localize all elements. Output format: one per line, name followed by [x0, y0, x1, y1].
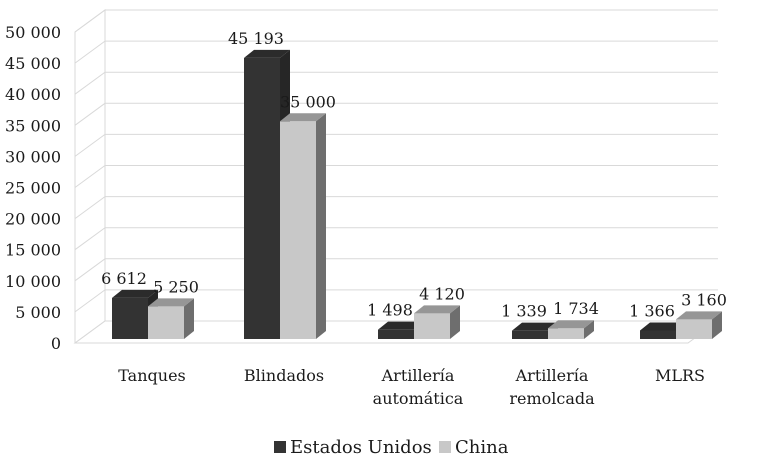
gridline: [74, 289, 718, 313]
gridlines: [74, 9, 718, 344]
gridline: [74, 133, 718, 157]
gridline: [74, 9, 718, 33]
gridline: [74, 102, 718, 126]
y-tick-label: 30 000: [5, 147, 61, 166]
category-label: Tanques: [118, 366, 186, 385]
bar-series2: [414, 305, 460, 339]
bar-front: [244, 57, 280, 340]
bar-front: [280, 121, 316, 339]
bar-top: [414, 305, 460, 314]
legend-label: China: [455, 437, 509, 458]
category-label: remolcada: [509, 389, 595, 408]
bar-side: [584, 320, 594, 339]
bar-top: [548, 320, 594, 329]
y-tick-label: 0: [51, 334, 61, 353]
data-label: 5 250: [153, 277, 199, 296]
gridline: [74, 258, 718, 282]
bar-side: [712, 311, 722, 339]
data-label: 45 193: [228, 29, 284, 48]
data-label: 1 734: [553, 299, 599, 318]
gridline: [74, 40, 718, 64]
data-labels: 6 612 5 250 45 193 35 000 1 498 4 120 1 339 1 7…: [101, 29, 727, 321]
data-label: 6 612: [101, 269, 147, 288]
y-tick-label: 15 000: [5, 241, 61, 260]
bar-top: [676, 311, 722, 320]
gridline: [74, 227, 718, 251]
bar-series2: [676, 311, 722, 339]
x-axis-categories: Tanques Blindados Artillería automática Arti…: [118, 366, 705, 408]
category-label: MLRS: [655, 366, 705, 385]
data-label: 3 160: [681, 290, 727, 309]
bar-top: [640, 322, 686, 331]
legend-swatch: [439, 441, 451, 453]
legend-label: Estados Unidos: [290, 437, 432, 458]
bar-top: [378, 321, 424, 330]
data-label: 4 120: [419, 284, 465, 303]
bar-front: [112, 297, 148, 339]
data-label: 1 366: [629, 302, 675, 321]
bar-top: [512, 322, 558, 331]
bar-front: [512, 330, 548, 339]
bar-side: [450, 305, 460, 339]
bar-top: [244, 49, 290, 58]
gridline: [74, 320, 718, 344]
y-axis-ticks: 0 5 000 10 000 15 000 20 000 25 000 30 000 35 0…: [5, 23, 61, 353]
legend: Estados Unidos China: [274, 437, 509, 458]
bar-front: [414, 313, 450, 339]
y-tick-label: 50 000: [5, 23, 61, 42]
category-label: Artillería: [381, 366, 455, 385]
bar-front: [378, 329, 414, 339]
y-tick-label: 20 000: [5, 210, 61, 229]
bar-series2: [148, 298, 194, 339]
bar-front: [640, 330, 676, 339]
bar-front: [548, 328, 584, 339]
bar-top: [280, 113, 326, 122]
gridline: [74, 165, 718, 188]
bar-side: [316, 113, 326, 339]
category-label: automática: [373, 389, 464, 408]
data-label: 1 339: [501, 302, 547, 321]
category-label: Blindados: [244, 366, 324, 385]
bar-series2: [280, 113, 326, 339]
legend-swatch: [274, 441, 286, 453]
bar-front: [148, 306, 184, 339]
data-label: 35 000: [280, 92, 336, 111]
data-label: 1 498: [367, 301, 413, 320]
y-tick-label: 5 000: [15, 303, 61, 322]
y-tick-label: 45 000: [5, 54, 61, 73]
bar-front: [676, 319, 712, 339]
bar-top: [112, 289, 158, 298]
y-tick-label: 25 000: [5, 179, 61, 198]
bar-series2: [548, 320, 594, 339]
y-tick-label: 35 000: [5, 116, 61, 135]
category-label: Artillería: [515, 366, 589, 385]
gridline: [74, 71, 718, 95]
bar-side: [184, 298, 194, 339]
y-tick-label: 40 000: [5, 85, 61, 104]
y-tick-label: 10 000: [5, 272, 61, 291]
bars: [112, 49, 722, 340]
bar-top: [148, 298, 194, 307]
gridline: [74, 196, 718, 220]
